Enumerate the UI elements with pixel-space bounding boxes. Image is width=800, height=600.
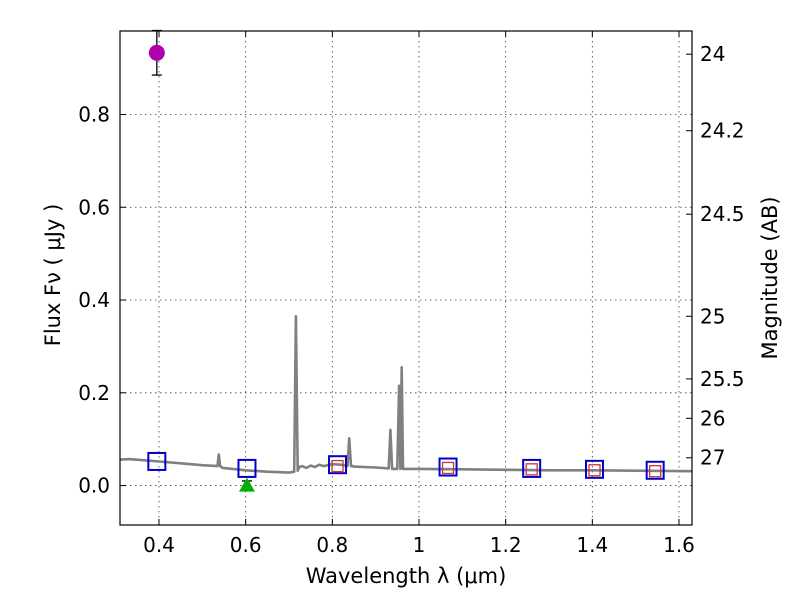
marker-layer — [147, 29, 665, 492]
observed-flux-point — [441, 461, 455, 475]
observed-flux-point — [588, 464, 601, 477]
y-tick-label: 0.8 — [78, 102, 110, 126]
y-tick-label: 0.2 — [78, 381, 110, 405]
observed-flux-point — [331, 459, 344, 473]
y-axis-label: Flux Fν ( μJy ) — [41, 204, 65, 347]
right-tick-label: 25 — [700, 304, 725, 328]
right-tick-label: 27 — [700, 446, 725, 470]
spectrum-layer — [119, 314, 693, 474]
x-tick-label: 0.6 — [230, 533, 262, 557]
model-flux-point — [585, 459, 604, 479]
spectrum-line — [119, 314, 693, 474]
y-tick-label: 0.6 — [78, 195, 110, 219]
right-tick-label: 24 — [700, 42, 725, 66]
x-tick-label: 1.4 — [576, 533, 608, 557]
model-flux-point — [328, 455, 348, 475]
upper-limit-point — [238, 477, 255, 492]
x-tick-label: 1.6 — [663, 533, 695, 557]
right-tick-label: 24.2 — [700, 119, 745, 143]
right-tick-label: 24.5 — [700, 202, 745, 226]
model-flux-point — [237, 458, 257, 478]
model-flux-point — [147, 451, 167, 471]
observed-flux-point — [649, 465, 662, 478]
x-axis-label: Wavelength λ (μm) — [306, 564, 507, 588]
model-flux-point — [438, 457, 458, 477]
grid — [120, 31, 692, 525]
observed-flux-point — [525, 463, 538, 476]
model-flux-point — [645, 460, 665, 480]
y-tick-label: 0.0 — [78, 474, 110, 498]
detection-point — [148, 44, 165, 61]
model-flux-point — [522, 458, 542, 478]
y-tick-label: 0.4 — [78, 288, 110, 312]
y-axis-right-label: Magnitude (AB) — [758, 196, 782, 359]
x-tick-label: 1.2 — [490, 533, 522, 557]
x-tick-label: 0.4 — [143, 533, 175, 557]
plot-frame — [119, 30, 693, 526]
right-tick-label: 26 — [700, 406, 725, 430]
x-tick-label: 0.8 — [316, 533, 348, 557]
tick-layer: 0.4 0.6 0.8 1 1.2 1.4 1.6 0.0 0.2 0.4 0.6 0.8 24 24.2… — [78, 31, 745, 557]
right-tick-label: 25.5 — [700, 367, 745, 391]
x-tick-label: 1 — [413, 533, 426, 557]
